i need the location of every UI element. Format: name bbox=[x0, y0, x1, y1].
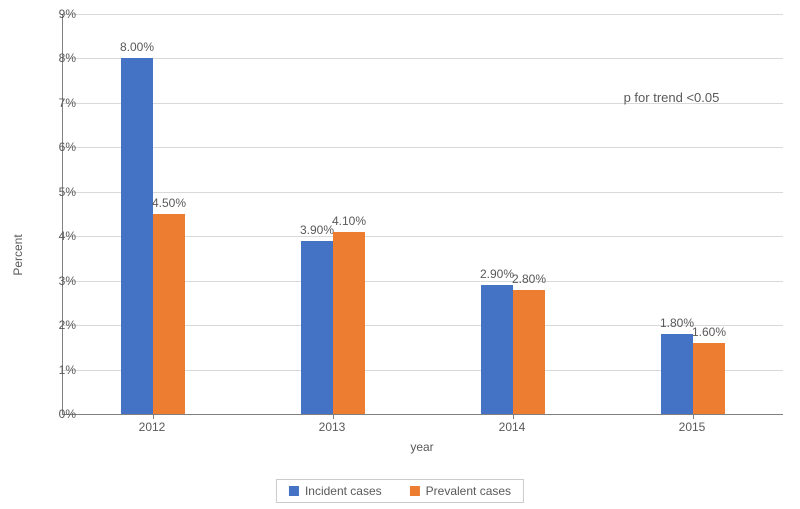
chart-container: Percent 8.00% 4.50% 3.90%4.10% 2.90%2.80% 1.… bbox=[0, 0, 800, 509]
annotation-text: p for trend <0.05 bbox=[624, 90, 720, 105]
x-tick-mark bbox=[693, 414, 694, 419]
x-tick-label: 2015 bbox=[679, 420, 706, 434]
legend-swatch bbox=[289, 486, 299, 496]
x-tick-mark bbox=[153, 414, 154, 419]
y-tick-label: 6% bbox=[59, 140, 76, 154]
gridline bbox=[63, 147, 783, 148]
x-tick-label: 2012 bbox=[139, 420, 166, 434]
y-tick-label: 9% bbox=[59, 7, 76, 21]
bar-value-label: 4.50% bbox=[152, 196, 186, 210]
bar-value-label: 2.80% bbox=[512, 272, 546, 286]
y-tick-label: 4% bbox=[59, 229, 76, 243]
y-tick-label: 3% bbox=[59, 274, 76, 288]
bar bbox=[333, 232, 365, 414]
gridline bbox=[63, 192, 783, 193]
gridline bbox=[63, 14, 783, 15]
x-tick-mark bbox=[333, 414, 334, 419]
legend-item: Prevalent cases bbox=[410, 484, 511, 498]
x-tick-label: 2013 bbox=[319, 420, 346, 434]
bar-value-label: 2.90% bbox=[480, 267, 514, 281]
bar-value-label: 3.90% bbox=[300, 223, 334, 237]
bar bbox=[661, 334, 693, 414]
legend-label: Prevalent cases bbox=[426, 484, 511, 498]
x-tick-mark bbox=[513, 414, 514, 419]
y-tick-label: 0% bbox=[59, 407, 76, 421]
bar-value-label: 8.00% bbox=[120, 40, 154, 54]
bar bbox=[121, 58, 153, 414]
bar bbox=[301, 241, 333, 414]
y-tick-label: 1% bbox=[59, 363, 76, 377]
y-tick-label: 8% bbox=[59, 51, 76, 65]
plot-area: 8.00% 4.50% 3.90%4.10% 2.90%2.80% 1.80%1.60% bbox=[62, 14, 783, 415]
y-axis-title: Percent bbox=[11, 234, 25, 275]
bar bbox=[153, 214, 185, 414]
bar-value-label: 1.80% bbox=[660, 316, 694, 330]
legend-item: Incident cases bbox=[289, 484, 382, 498]
legend-swatch bbox=[410, 486, 420, 496]
bar-value-label: 4.10% bbox=[332, 214, 366, 228]
y-tick-label: 7% bbox=[59, 96, 76, 110]
legend-label: Incident cases bbox=[305, 484, 382, 498]
gridline bbox=[63, 58, 783, 59]
x-tick-label: 2014 bbox=[499, 420, 526, 434]
bar bbox=[481, 285, 513, 414]
bar bbox=[693, 343, 725, 414]
y-tick-label: 2% bbox=[59, 318, 76, 332]
legend: Incident cases Prevalent cases bbox=[276, 479, 524, 503]
bar-value-label: 1.60% bbox=[692, 325, 726, 339]
y-tick-label: 5% bbox=[59, 185, 76, 199]
x-axis-title: year bbox=[410, 440, 433, 454]
bar bbox=[513, 290, 545, 414]
